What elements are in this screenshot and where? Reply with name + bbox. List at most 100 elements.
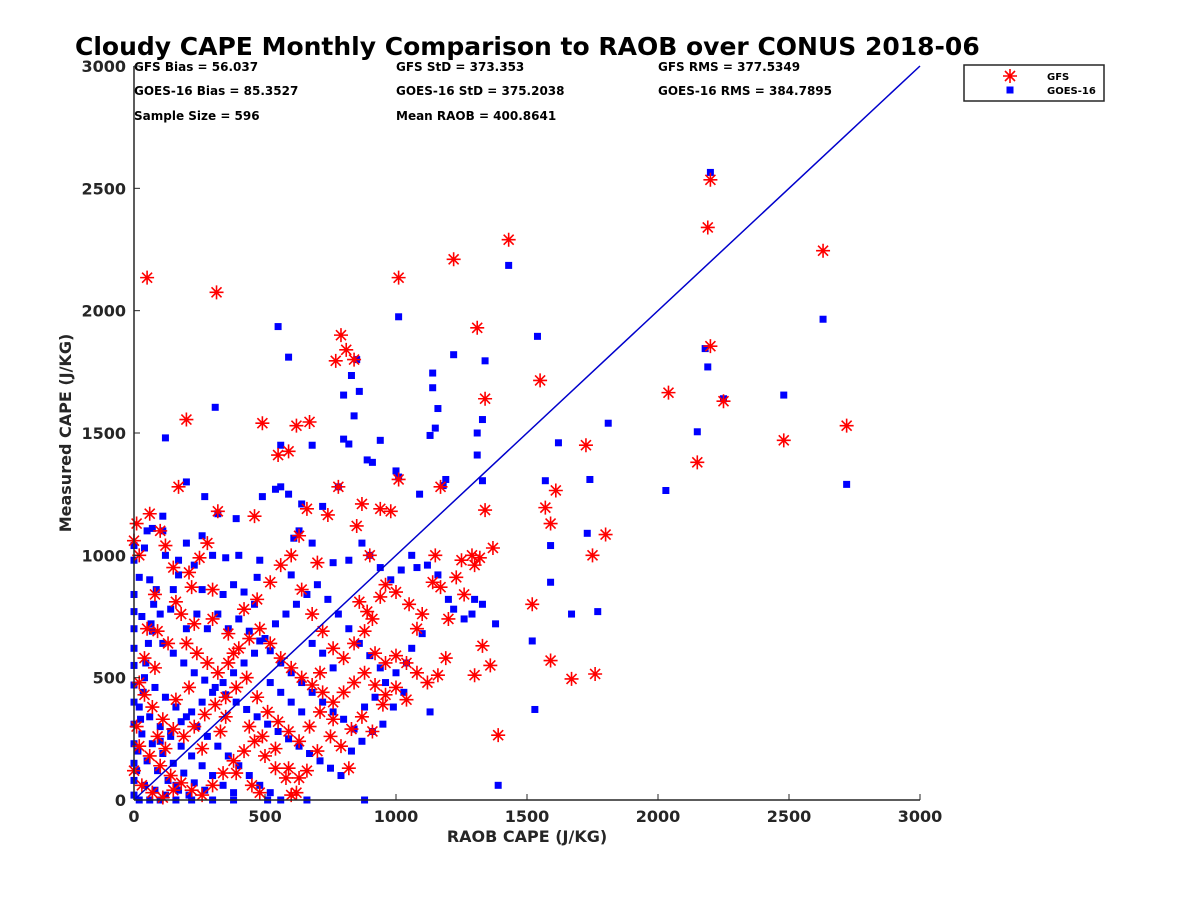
gfs-point [391, 270, 406, 285]
gfs-point [150, 729, 165, 744]
gfs-point [218, 709, 233, 724]
goes16-point [146, 576, 154, 584]
gfs-point [326, 712, 341, 727]
gfs-point [145, 785, 160, 800]
y-tick-label: 2000 [81, 302, 126, 321]
goes16-point [214, 742, 222, 750]
gfs-point [409, 665, 424, 680]
gfs-point [284, 548, 299, 563]
goes16-point [251, 600, 259, 608]
gfs-point [478, 391, 493, 406]
gfs-point [368, 678, 383, 693]
goes16-point [256, 781, 264, 789]
goes16-point [337, 772, 345, 780]
gfs-point [347, 352, 362, 367]
gfs-point [142, 748, 157, 763]
gfs-point [171, 479, 186, 494]
goes16-point [232, 698, 240, 706]
gfs-point [163, 768, 178, 783]
gfs-point [271, 714, 286, 729]
gfs-point [485, 540, 500, 555]
gfs-point [378, 577, 393, 592]
goes16-point [203, 732, 211, 740]
gfs-point [284, 660, 299, 675]
gfs-point [229, 766, 244, 781]
gfs-point [158, 741, 173, 756]
gfs-point [137, 651, 152, 666]
goes16-point [290, 534, 298, 542]
goes16-point [473, 429, 481, 437]
goes16-point [308, 688, 316, 696]
goes16-point [308, 441, 316, 449]
goes16-point [431, 424, 439, 432]
gfs-point [373, 589, 388, 604]
goes16-point [298, 708, 306, 716]
goes16-point [298, 500, 306, 508]
gfs-point [373, 501, 388, 516]
x-tick-label: 1000 [374, 807, 419, 826]
goes16-point [460, 615, 468, 623]
goes16-point [376, 436, 384, 444]
goes16-point [387, 576, 395, 584]
legend-label-gfs: GFS [1047, 72, 1069, 83]
goes16-point [169, 586, 177, 594]
goes16-point [164, 776, 172, 784]
goes16-point [271, 620, 279, 628]
goes16-point [376, 664, 384, 672]
goes16-point [408, 644, 416, 652]
goes16-point [358, 539, 366, 547]
goes16-point [172, 781, 180, 789]
goes16-point [478, 477, 486, 485]
goes16-point [182, 478, 190, 486]
gfs-point [129, 516, 144, 531]
goes16-point [235, 615, 243, 623]
goes16-point [329, 708, 337, 716]
gfs-point [483, 658, 498, 673]
gfs-point [205, 611, 220, 626]
gfs-point [357, 624, 372, 639]
goes16-point [152, 586, 160, 594]
goes16-point [282, 610, 290, 618]
goes16-point [177, 742, 185, 750]
gfs-point [333, 328, 348, 343]
goes16-point [442, 475, 450, 483]
gfs-point [478, 503, 493, 518]
goes16-point [434, 571, 442, 579]
goes16-point [198, 532, 206, 540]
gfs-point [153, 523, 168, 538]
gfs-point [281, 444, 296, 459]
gfs-point [226, 646, 241, 661]
gfs-point [137, 687, 152, 702]
gfs-point [273, 651, 288, 666]
goes16-point [222, 554, 230, 562]
gfs-point [326, 641, 341, 656]
goes16-point [240, 659, 248, 667]
goes16-point [303, 590, 311, 598]
gfs-point [197, 707, 212, 722]
goes16-point [251, 649, 259, 657]
goes16-point [444, 595, 452, 603]
stat-line: Mean RAOB = 400.8641 [396, 109, 556, 123]
gfs-point [336, 685, 351, 700]
goes16-point [819, 315, 827, 323]
goes16-point [209, 772, 217, 780]
gfs-point [315, 624, 330, 639]
goes16-point [392, 669, 400, 677]
x-tick-label: 3000 [898, 807, 943, 826]
goes16-point [243, 705, 251, 713]
goes16-point [256, 637, 264, 645]
goes16-point [156, 737, 164, 745]
goes16-point [324, 595, 332, 603]
legend-label-goes: GOES-16 [1047, 86, 1096, 97]
gfs-point [195, 788, 210, 803]
stat-line: GFS StD = 373.353 [396, 60, 524, 74]
goes16-point [329, 664, 337, 672]
goes16-point [175, 556, 183, 564]
gfs-point [187, 719, 202, 734]
gfs-point [255, 416, 270, 431]
gfs-point [341, 761, 356, 776]
gfs-point [548, 483, 563, 498]
gfs-point [315, 685, 330, 700]
goes16-point [198, 762, 206, 770]
gfs-point [472, 550, 487, 565]
